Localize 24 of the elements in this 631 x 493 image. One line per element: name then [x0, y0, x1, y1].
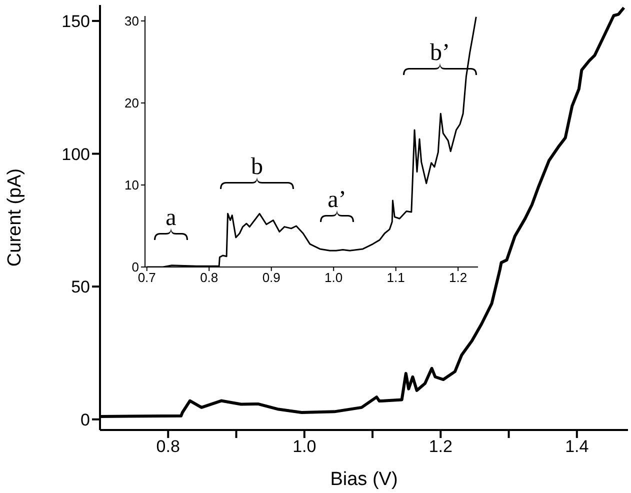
x-tick-label: 0.8	[200, 270, 218, 286]
annotation: a	[166, 205, 177, 231]
x-tick-label: 1.4	[565, 437, 589, 456]
x-tick-label: 1.2	[449, 270, 468, 286]
y-tick-label: 100	[62, 144, 90, 164]
y-axis-title: Curent (pA)	[4, 168, 26, 267]
y-tick-label: 0	[132, 260, 139, 275]
x-tick-label: 1.1	[386, 270, 405, 286]
y-tick-label: 150	[62, 12, 90, 31]
y-tick-label: 50	[71, 278, 90, 297]
x-tick-label: 0.7	[138, 270, 156, 286]
y-tick-label: 30	[124, 14, 139, 29]
annotation: b	[251, 154, 263, 180]
x-tick-label: 0.9	[262, 270, 280, 286]
y-tick-label: 10	[124, 178, 139, 193]
x-tick-label: 1.0	[324, 270, 343, 286]
x-tick-label: 0.8	[156, 437, 180, 456]
x-tick-label: 1.2	[428, 437, 452, 456]
x-tick-label: 1.0	[292, 437, 316, 456]
annotation: a’	[328, 187, 346, 213]
x-axis-title: Bias (V)	[330, 469, 398, 490]
y-tick-label: 20	[124, 96, 139, 111]
y-tick-label: 0	[80, 410, 90, 430]
annotation: b’	[430, 40, 450, 66]
